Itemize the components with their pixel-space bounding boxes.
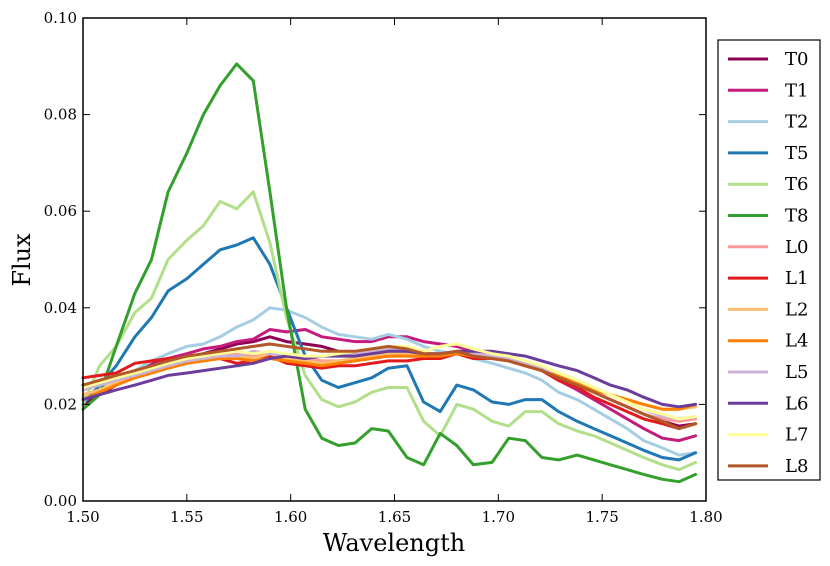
- legend-label: T8: [785, 206, 808, 227]
- plot-frame: [82, 17, 707, 502]
- x-tick-label: 1.55: [170, 508, 203, 526]
- legend-label: L4: [785, 331, 808, 352]
- legend-label: T1: [785, 80, 808, 101]
- x-tick-label: 1.65: [378, 508, 411, 526]
- legend-label: T0: [785, 49, 808, 70]
- legend-item-l0: L0: [728, 237, 808, 258]
- series-layer: [81, 62, 698, 484]
- legend: T0 T1 T2 T5 T6 T8 L0 L1 L2 L4 L5 L6 L7 L8: [717, 39, 821, 481]
- series-line-t1: [81, 328, 698, 443]
- y-tick-label: 0.00: [44, 492, 77, 510]
- legend-item-t5: T5: [728, 143, 808, 164]
- y-tick-label: 0.02: [44, 395, 77, 413]
- series-line-t6: [81, 190, 698, 472]
- x-tick-label: 1.75: [585, 508, 618, 526]
- legend-item-l8: L8: [728, 456, 808, 477]
- x-axis-title: Wavelength: [323, 529, 465, 557]
- series-line-t2: [81, 306, 698, 457]
- legend-label: L7: [785, 425, 808, 446]
- legend-item-l6: L6: [728, 393, 808, 414]
- legend-item-t1: T1: [728, 80, 808, 101]
- legend-label: T5: [785, 143, 808, 164]
- x-tick-label: 1.60: [274, 508, 307, 526]
- legend-label: T6: [785, 174, 808, 195]
- legend-items: T0 T1 T2 T5 T6 T8 L0 L1 L2 L4 L5 L6 L7 L8: [728, 49, 808, 477]
- legend-item-t8: T8: [728, 206, 808, 227]
- legend-label: L8: [785, 456, 808, 477]
- series-line-l4: [81, 352, 698, 411]
- legend-frame: [717, 39, 821, 481]
- legend-label: T2: [785, 112, 808, 133]
- legend-label: L2: [785, 299, 808, 320]
- legend-item-l2: L2: [728, 299, 808, 320]
- legend-item-t6: T6: [728, 174, 808, 195]
- y-tick-label: 0.06: [44, 202, 77, 220]
- x-tick-label: 1.70: [482, 508, 515, 526]
- legend-item-l4: L4: [728, 331, 808, 352]
- legend-label: L1: [785, 268, 808, 289]
- series-line-t5: [81, 236, 698, 462]
- series-line-l6: [81, 349, 698, 409]
- legend-label: L6: [785, 393, 808, 414]
- ticks-layer: 1.50 1.55 1.60 1.65 1.70 1.75 1.80 0.00 0.02 0.04…: [44, 9, 723, 526]
- series-line-l8: [81, 342, 698, 431]
- y-axis-title: Flux: [8, 233, 36, 287]
- y-tick-label: 0.08: [44, 106, 77, 124]
- legend-item-t0: T0: [728, 49, 808, 70]
- x-tick-label: 1.50: [66, 508, 99, 526]
- x-tick-label: 1.80: [689, 508, 722, 526]
- legend-label: L5: [785, 362, 808, 383]
- legend-item-l1: L1: [728, 268, 808, 289]
- legend-item-l7: L7: [728, 425, 808, 446]
- series-line-t8: [81, 62, 698, 484]
- legend-item-t2: T2: [728, 112, 808, 133]
- y-tick-label: 0.10: [44, 9, 77, 27]
- legend-label: L0: [785, 237, 808, 258]
- legend-item-l5: L5: [728, 362, 808, 383]
- y-tick-label: 0.04: [44, 299, 77, 317]
